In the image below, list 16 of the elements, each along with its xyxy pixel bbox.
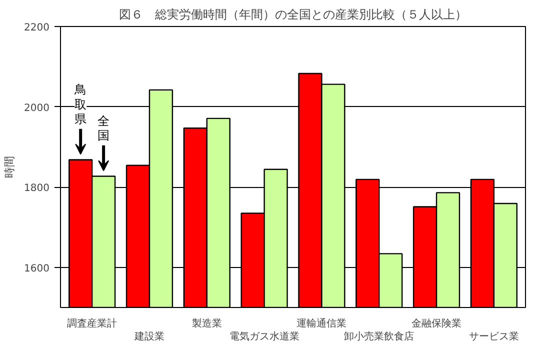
y-tick-label: 1800 (24, 183, 50, 194)
text: 全国 (98, 114, 110, 143)
x-tick-label: 運輸通信業 (296, 318, 347, 330)
x-tick-label: 建設業 (133, 330, 164, 343)
x-tick-label: 金融保険業 (412, 318, 462, 330)
y-tick-label: 2000 (24, 102, 50, 114)
y-tick-label: 2200 (24, 22, 50, 34)
chart-title: 図６ 総実労働時間（年間）の全国との産業別比較（５人以上） (119, 8, 467, 22)
text: 鳥取県 (74, 82, 87, 126)
x-tick-label: 製造業 (192, 318, 222, 330)
x-tick-label: 卸小売業飲食店 (344, 330, 414, 343)
x-tick-label: 電気ガス水道業 (229, 330, 300, 343)
y-tick-label: 1600 (24, 263, 50, 274)
x-tick-label: サービス業 (468, 330, 519, 343)
y-axis-title: 時間 (3, 156, 16, 178)
x-tick-label: 調査産業計 (67, 318, 118, 330)
